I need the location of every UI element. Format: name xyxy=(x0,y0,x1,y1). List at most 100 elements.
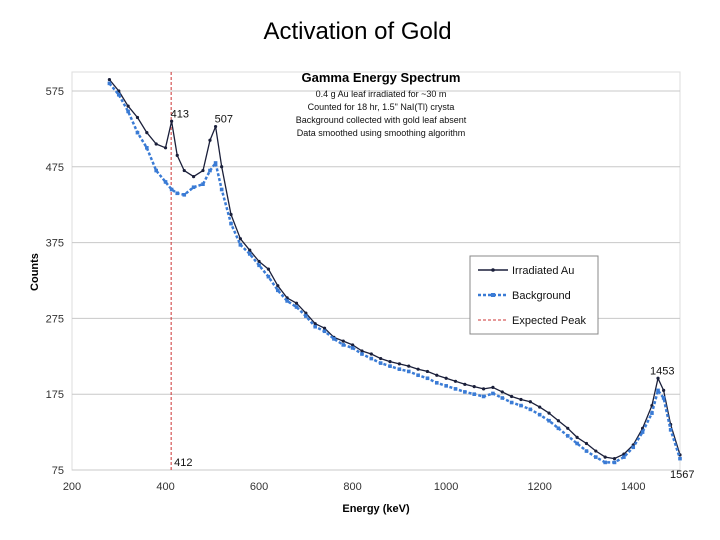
x-tick-label-6: 1400 xyxy=(621,481,645,493)
data-point-background xyxy=(500,396,505,400)
data-point-irradiated xyxy=(566,426,570,430)
data-point-background xyxy=(528,407,533,412)
data-point-background xyxy=(656,388,660,393)
data-point-irradiated xyxy=(220,165,224,169)
data-point-irradiated xyxy=(416,367,420,371)
data-point-background xyxy=(154,168,158,173)
y-tick-label-5: 575 xyxy=(46,86,64,98)
data-point-irradiated xyxy=(182,168,186,173)
data-point-background xyxy=(169,187,174,192)
data-point-irradiated xyxy=(500,390,504,394)
data-point-irradiated xyxy=(612,457,617,461)
data-point-background xyxy=(135,130,140,135)
chart-title: Gamma Energy Spectrum xyxy=(302,70,461,85)
data-point-irradiated xyxy=(341,339,345,343)
data-point-irradiated xyxy=(107,77,112,82)
data-point-background xyxy=(145,146,149,150)
data-point-irradiated xyxy=(397,362,401,366)
data-point-irradiated xyxy=(547,411,551,415)
x-axis-ticks: 200 400 600 800 1000 1200 1400 xyxy=(63,481,646,493)
data-point-background xyxy=(397,367,402,371)
data-point-background xyxy=(369,356,374,361)
data-point-background xyxy=(275,288,280,293)
data-point-irradiated xyxy=(248,248,252,252)
data-point-background xyxy=(341,343,346,347)
data-point-background xyxy=(175,191,180,196)
data-point-background xyxy=(416,373,420,378)
data-point-background xyxy=(668,428,673,432)
data-point-background xyxy=(584,449,589,453)
legend: Irradiated Au Background Expected Peak xyxy=(469,255,599,335)
data-point-irradiated xyxy=(425,369,430,374)
data-point-background xyxy=(257,263,261,268)
expected-peak-layer: 412 xyxy=(170,72,193,470)
y-tick-label-0: 75 xyxy=(52,465,64,477)
data-point-background xyxy=(378,361,383,365)
data-point-background xyxy=(285,299,289,303)
y-axis-ticks: 75 175 275 375 475 575 xyxy=(46,86,64,477)
data-point-background xyxy=(247,252,252,256)
data-point-irradiated xyxy=(175,153,179,157)
annotations: 413 507 1453 1567 xyxy=(171,108,695,481)
data-point-background xyxy=(126,109,130,114)
data-point-irradiated xyxy=(538,405,542,409)
data-point-background xyxy=(472,392,477,396)
data-point-background xyxy=(622,455,626,459)
x-tick-label-5: 1200 xyxy=(527,481,551,493)
slide-title: Activation of Gold xyxy=(263,18,452,45)
info-line-3: Background collected with gold leaf abse… xyxy=(296,115,467,125)
data-point-background xyxy=(266,274,271,279)
data-point-irradiated xyxy=(238,237,242,241)
data-point-background xyxy=(435,381,439,385)
data-point-irradiated xyxy=(656,376,660,380)
data-point-background xyxy=(509,400,514,405)
data-point-irradiated xyxy=(435,373,439,377)
info-line-1: 0.4 g Au leaf irradiated for ~30 m xyxy=(316,89,447,99)
peak-annotation-507: 507 xyxy=(215,114,233,126)
data-point-irradiated xyxy=(126,104,130,108)
data-point-irradiated xyxy=(192,175,196,179)
data-point-background xyxy=(313,324,317,329)
x-tick-label-0: 200 xyxy=(63,481,81,493)
data-point-irradiated xyxy=(444,376,448,380)
data-point-background xyxy=(360,352,364,356)
legend-label-irradiated: Irradiated Au xyxy=(512,265,574,277)
data-point-background xyxy=(332,337,336,341)
data-point-irradiated xyxy=(322,326,327,330)
data-point-background xyxy=(603,460,607,465)
data-point-irradiated xyxy=(135,115,140,120)
data-point-background xyxy=(406,369,411,374)
data-point-irradiated xyxy=(662,388,666,392)
data-point-background xyxy=(107,81,112,86)
data-point-background xyxy=(650,411,654,415)
data-point-irradiated xyxy=(472,385,476,389)
data-point-irradiated xyxy=(491,385,495,389)
y-tick-label-3: 375 xyxy=(46,238,64,250)
data-point-background xyxy=(661,396,666,400)
data-point-background xyxy=(182,193,187,197)
y-axis-title: Counts xyxy=(29,253,41,291)
data-point-irradiated xyxy=(519,397,523,402)
data-point-irradiated xyxy=(463,382,467,386)
data-point-background xyxy=(575,441,579,446)
data-point-background xyxy=(322,329,327,334)
data-point-irradiated xyxy=(575,435,579,440)
data-point-background xyxy=(425,376,430,381)
data-point-background xyxy=(444,384,448,388)
data-point-irradiated xyxy=(213,124,218,129)
data-point-background xyxy=(491,391,495,396)
data-point-irradiated xyxy=(388,359,392,364)
data-point-background xyxy=(556,426,561,431)
data-point-background xyxy=(191,185,196,190)
info-box: Gamma Energy Spectrum 0.4 g Au leaf irra… xyxy=(296,70,467,138)
data-point-background xyxy=(537,412,542,417)
data-point-irradiated xyxy=(229,212,233,217)
data-point-background xyxy=(213,161,218,165)
data-point-irradiated xyxy=(379,356,383,361)
data-point-background xyxy=(631,445,636,450)
data-point-irradiated xyxy=(276,284,280,288)
peak-annotation-1453: 1453 xyxy=(650,365,674,377)
data-point-irradiated xyxy=(369,352,373,356)
data-point-irradiated xyxy=(145,131,149,135)
